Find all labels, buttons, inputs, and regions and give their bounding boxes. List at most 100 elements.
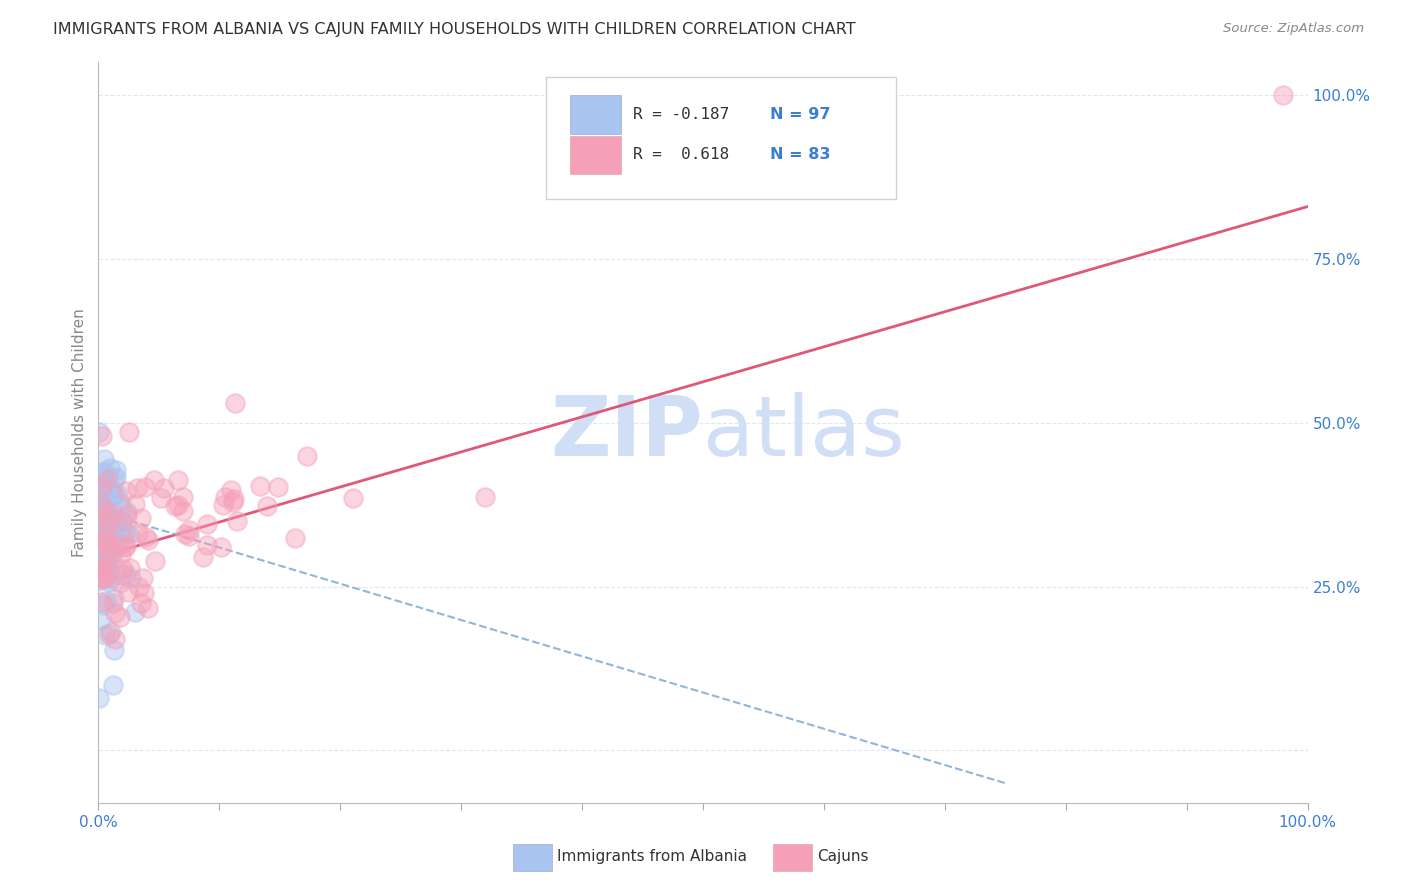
Point <box>94 477 117 491</box>
Point <box>172 504 194 518</box>
Point <box>117 527 139 541</box>
Point <box>108 496 131 510</box>
Point <box>111 515 134 529</box>
Point <box>96 554 118 568</box>
Point <box>98 562 121 576</box>
Point <box>284 532 307 546</box>
Point <box>100 509 122 524</box>
Point <box>100 460 122 475</box>
Point <box>97 549 120 563</box>
Point <box>93 496 115 510</box>
Point <box>90 511 112 525</box>
Point <box>94 501 117 516</box>
Point <box>105 487 128 501</box>
Point <box>91 521 114 535</box>
Point <box>117 585 139 599</box>
Point <box>112 537 135 551</box>
Point <box>93 545 115 559</box>
Point <box>93 530 115 544</box>
Point <box>132 586 155 600</box>
Point <box>195 538 218 552</box>
Point <box>100 625 122 640</box>
Point <box>90 491 112 506</box>
Text: R =  0.618: R = 0.618 <box>633 147 730 162</box>
Point <box>153 481 176 495</box>
Point <box>96 533 118 547</box>
FancyBboxPatch shape <box>513 844 551 871</box>
Point <box>111 513 134 527</box>
Point <box>103 642 125 657</box>
Point <box>91 562 114 576</box>
Point <box>142 473 165 487</box>
Point <box>90 572 112 586</box>
Point <box>177 529 200 543</box>
Text: Immigrants from Albania: Immigrants from Albania <box>557 848 747 863</box>
Point <box>90 569 112 583</box>
Point <box>129 510 152 524</box>
Text: Source: ZipAtlas.com: Source: ZipAtlas.com <box>1223 22 1364 36</box>
Point <box>136 601 159 615</box>
Point <box>90 480 112 494</box>
Point <box>115 526 138 541</box>
Point <box>125 481 148 495</box>
Point <box>105 463 128 477</box>
Point <box>115 539 138 553</box>
Point <box>90 498 112 512</box>
Point <box>94 504 117 518</box>
Point <box>97 472 120 486</box>
Point <box>91 534 114 549</box>
Point <box>98 528 121 542</box>
Point <box>209 540 232 554</box>
Point <box>108 610 131 624</box>
Point <box>90 476 112 491</box>
Point <box>101 506 124 520</box>
Point <box>114 540 136 554</box>
Point <box>89 574 111 588</box>
Point <box>111 501 134 516</box>
Point <box>97 520 120 534</box>
Point <box>115 508 138 522</box>
Point <box>94 628 117 642</box>
Point <box>91 483 114 497</box>
Point <box>91 429 114 443</box>
Y-axis label: Family Households with Children: Family Households with Children <box>72 309 87 557</box>
Point <box>249 479 271 493</box>
Point <box>93 451 115 466</box>
Point <box>163 499 186 513</box>
Point <box>94 594 117 608</box>
FancyBboxPatch shape <box>569 95 621 134</box>
Point <box>98 543 121 558</box>
Point <box>100 482 122 496</box>
Point <box>89 517 111 532</box>
Point <box>89 425 111 439</box>
Point <box>100 571 122 585</box>
Point <box>97 627 120 641</box>
Point <box>101 532 124 546</box>
Point <box>101 511 124 525</box>
Point <box>89 690 111 705</box>
Point <box>221 483 243 498</box>
FancyBboxPatch shape <box>773 844 811 871</box>
Point <box>98 574 121 589</box>
Point <box>191 549 214 564</box>
Point <box>93 476 115 491</box>
Point <box>167 498 190 512</box>
Point <box>91 553 114 567</box>
Point <box>167 473 190 487</box>
Point <box>94 491 117 506</box>
Point <box>124 498 146 512</box>
Point <box>110 522 132 536</box>
Point <box>114 566 136 581</box>
Point <box>96 557 118 571</box>
Point <box>143 554 166 568</box>
Text: N = 97: N = 97 <box>769 107 830 122</box>
Point <box>90 566 112 580</box>
Point <box>91 506 114 520</box>
Point <box>108 576 131 591</box>
Point <box>91 507 114 521</box>
Point <box>103 591 125 605</box>
Text: R = -0.187: R = -0.187 <box>633 107 730 122</box>
Point <box>87 524 110 539</box>
Point <box>172 490 194 504</box>
Point <box>105 469 128 483</box>
